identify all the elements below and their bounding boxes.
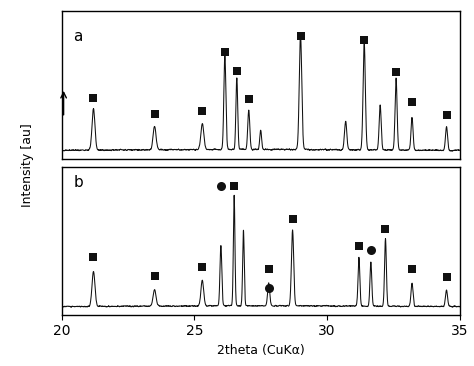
- Text: Intensity [au]: Intensity [au]: [21, 123, 34, 206]
- Text: a: a: [73, 29, 83, 44]
- X-axis label: 2theta (CuKα): 2theta (CuKα): [217, 344, 305, 357]
- Text: b: b: [73, 175, 83, 190]
